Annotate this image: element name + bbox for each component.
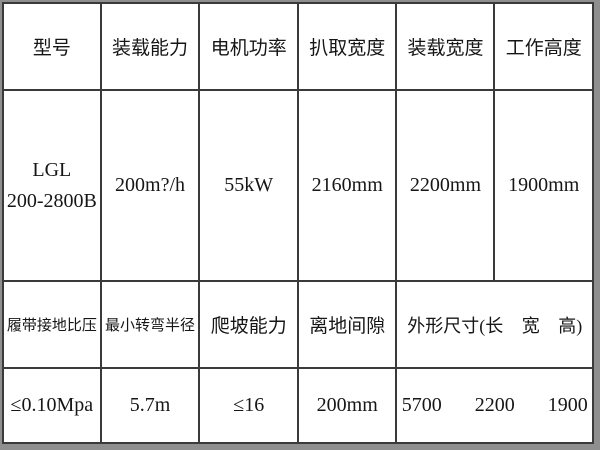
cell-track-ground-pressure: ≤0.10Mpa: [2, 367, 102, 444]
spec-sheet: 型号 装载能力 电机功率 扒取宽度 装载宽度 工作高度 LGL 200-2800…: [2, 2, 594, 444]
header-row-bottom: 履带接地比压 最小转弯半径 爬坡能力 离地间隙 外形尺寸(长 宽 高): [2, 280, 594, 370]
header-min-turning-radius: 最小转弯半径: [99, 280, 201, 370]
cell-loading-width: 2200mm: [395, 88, 496, 283]
header-track-ground-pressure: 履带接地比压: [2, 280, 102, 370]
cell-ground-clearance: 200mm: [296, 367, 398, 444]
header-row-top: 型号 装载能力 电机功率 扒取宽度 装载宽度 工作高度: [2, 2, 594, 91]
value-row-bottom: ≤0.10Mpa 5.7m ≤16 200mm 5700 2200 1900: [2, 367, 594, 444]
cell-overall-dimensions: 5700 2200 1900: [395, 367, 594, 444]
header-loading-width: 装载宽度: [395, 2, 496, 91]
cell-working-height: 1900mm: [493, 88, 594, 283]
cell-loading-capacity: 200m?/h: [99, 88, 201, 283]
header-model: 型号: [2, 2, 102, 91]
cell-min-turning-radius: 5.7m: [99, 367, 201, 444]
header-working-height: 工作高度: [493, 2, 594, 91]
header-ground-clearance: 离地间隙: [296, 280, 398, 370]
header-overall-dimensions: 外形尺寸(长 宽 高): [395, 280, 594, 370]
header-motor-power: 电机功率: [198, 2, 299, 91]
header-gathering-width: 扒取宽度: [296, 2, 398, 91]
cell-model: LGL 200-2800B: [2, 88, 102, 283]
header-climbing-ability: 爬坡能力: [198, 280, 299, 370]
header-loading-capacity: 装载能力: [99, 2, 201, 91]
model-line-1: LGL: [32, 158, 72, 181]
cell-climbing-ability: ≤16: [198, 367, 299, 444]
value-row-top: LGL 200-2800B 200m?/h 55kW 2160mm 2200mm…: [2, 88, 594, 283]
spec-table: 型号 装载能力 电机功率 扒取宽度 装载宽度 工作高度 LGL 200-2800…: [2, 2, 594, 444]
cell-gathering-width: 2160mm: [296, 88, 398, 283]
model-line-2: 200-2800B: [6, 189, 97, 212]
cell-motor-power: 55kW: [198, 88, 299, 283]
